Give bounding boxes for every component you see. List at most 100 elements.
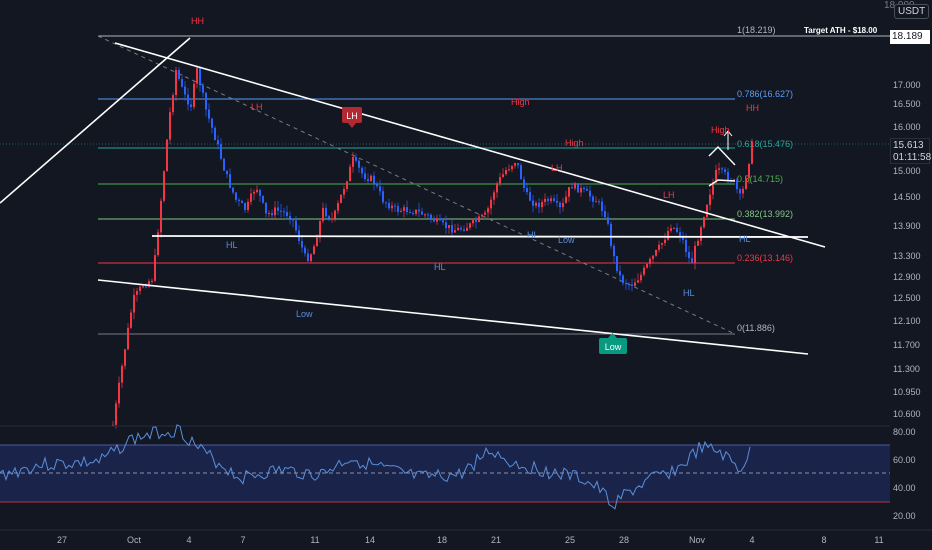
price-tick: 10.600 [893,409,921,419]
candle-body [622,275,624,284]
candle-body [334,210,336,219]
fib-label-0382: 0.382(13.992) [737,209,793,219]
candle-body [151,280,153,282]
descending-support-line[interactable] [97,279,809,355]
candle-body [469,223,471,228]
candle-body [211,118,213,128]
candle-body [217,140,219,145]
candle-body [535,202,537,206]
annotation-lh-3: LH [663,190,675,200]
candle-body [247,201,249,210]
price-tick: 16.000 [893,122,921,132]
candle-body [505,169,507,175]
candle-body [481,214,483,217]
candle-body [223,158,225,171]
candle-body [184,86,186,95]
candle-body [214,127,216,141]
candle-body [703,217,705,228]
price-tick: 12.900 [893,272,921,282]
candle-body [379,186,381,192]
candle-body [736,179,738,190]
candle-body [367,179,369,182]
candle-body [583,187,585,189]
time-tick: 28 [619,535,629,545]
candle-body [358,160,360,168]
lh-badge[interactable]: LH [342,107,362,128]
flag-pattern-top[interactable] [708,145,736,166]
candle-body [400,210,402,212]
fib-label-0786: 0.786(16.627) [737,89,793,99]
candle-body [241,200,243,204]
currency-selector[interactable]: USDT [894,4,930,19]
annotation-lh-1: LH [251,102,263,112]
candle-body [460,227,462,230]
candle-body [406,207,408,213]
fib-label-05: 0.5(14.715) [737,174,783,184]
time-tick: 25 [565,535,575,545]
annotation-lh-2: LH [551,163,563,173]
candle-body [310,254,312,262]
candle-body [136,290,138,295]
annotation-low-1: Low [296,309,313,319]
time-tick: Oct [127,535,142,545]
candle-body [259,189,261,196]
candle-body [676,227,678,233]
candle-body [154,255,156,281]
candle-body [586,188,588,191]
candle-body [244,203,246,210]
candle-body [274,207,276,216]
low-badge[interactable]: Low [599,333,627,354]
candle-body [490,199,492,209]
candle-body [181,78,183,87]
candle-body [391,205,393,209]
time-tick: Nov [689,535,706,545]
candle-body [721,168,723,170]
descending-resistance-line[interactable] [114,42,826,248]
rsi-tick: 40.00 [893,483,916,493]
rsi-line [0,424,751,510]
candle-body [394,205,396,207]
candle-body [427,214,429,216]
candle-body [286,211,288,216]
candle-body [541,202,543,208]
candle-body [634,282,636,287]
candle-body [325,207,327,217]
time-tick: 4 [749,535,754,545]
candle-body [745,177,747,189]
candle-body [556,200,558,203]
annotation-low-2: Low [558,235,575,245]
candle-body [646,263,648,268]
price-tick: 14.500 [893,192,921,202]
trendlines[interactable] [0,37,826,355]
uptrend-line[interactable] [0,37,191,204]
horizontal-support-line[interactable] [151,235,809,238]
price-tick: 11.300 [893,364,920,374]
candle-body [637,280,639,283]
rsi-panel[interactable] [0,424,890,510]
candle-body [727,171,729,181]
structure-annotations: HH LH High High LH LH High HH HL Low HL … [191,16,759,319]
candle-body [697,240,699,246]
flag-pattern-bottom[interactable] [708,179,736,187]
price-tick: 12.500 [893,293,921,303]
candle-body [523,179,525,188]
price-axis[interactable]: 17.000 16.500 16.000 15.000 14.500 13.90… [893,80,921,521]
candle-body [352,157,354,167]
candle-body [178,69,180,79]
candle-body [706,204,708,218]
candle-body [439,218,441,221]
candle-body [232,187,234,193]
candle-body [475,220,477,222]
candle-body [322,207,324,222]
candle-body [199,67,201,86]
candle-body [580,187,582,193]
candle-body [604,211,606,218]
candle-body [301,241,303,248]
time-axis[interactable]: 27 Oct 4 7 11 14 18 21 25 28 Nov 4 8 11 [0,529,932,545]
candle-body [601,201,603,212]
candle-body [373,175,375,184]
candle-body [253,191,255,194]
candle-body [205,92,207,110]
candle-body [571,187,573,189]
